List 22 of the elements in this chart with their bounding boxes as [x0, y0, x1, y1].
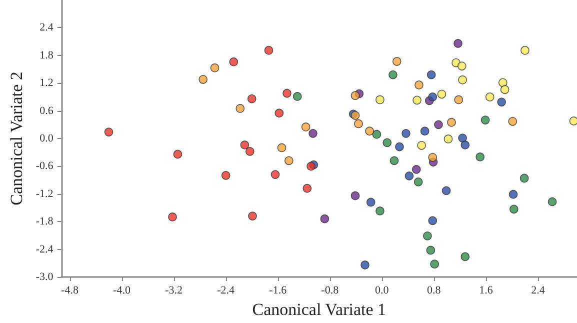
- y-tick-label: 0.0: [40, 132, 54, 144]
- y-tick-label: -2.4: [36, 243, 54, 256]
- x-tick-label: 0.8: [427, 284, 442, 296]
- x-tick-label: 0.0: [375, 284, 390, 296]
- x-axis-title: Canonical Variate 1: [252, 300, 386, 319]
- y-tick-label: 2.4: [40, 22, 54, 34]
- y-tick-label: 1.2: [40, 77, 54, 90]
- y-tick-label: 1.8: [40, 49, 54, 62]
- y-tick-label: -0.6: [36, 160, 54, 172]
- y-tick-label: -3.0: [36, 271, 54, 283]
- x-tick-label: -2.4: [217, 284, 236, 296]
- x-tick-label: -0.8: [321, 284, 340, 296]
- x-tick-label: -4.8: [61, 284, 79, 296]
- x-tick-label: -3.2: [165, 284, 183, 296]
- y-axis-title: Canonical Variate 2: [7, 72, 26, 206]
- y-tick-label: 0.6: [40, 104, 54, 117]
- y-tick-label: -1.8: [36, 216, 54, 228]
- x-tick-label: 1.6: [479, 284, 494, 296]
- x-tick-label: -1.6: [269, 284, 288, 296]
- x-tick-label: 2.4: [531, 284, 546, 296]
- y-tick-label: -1.2: [36, 188, 54, 200]
- x-tick-label: -4.0: [113, 284, 131, 296]
